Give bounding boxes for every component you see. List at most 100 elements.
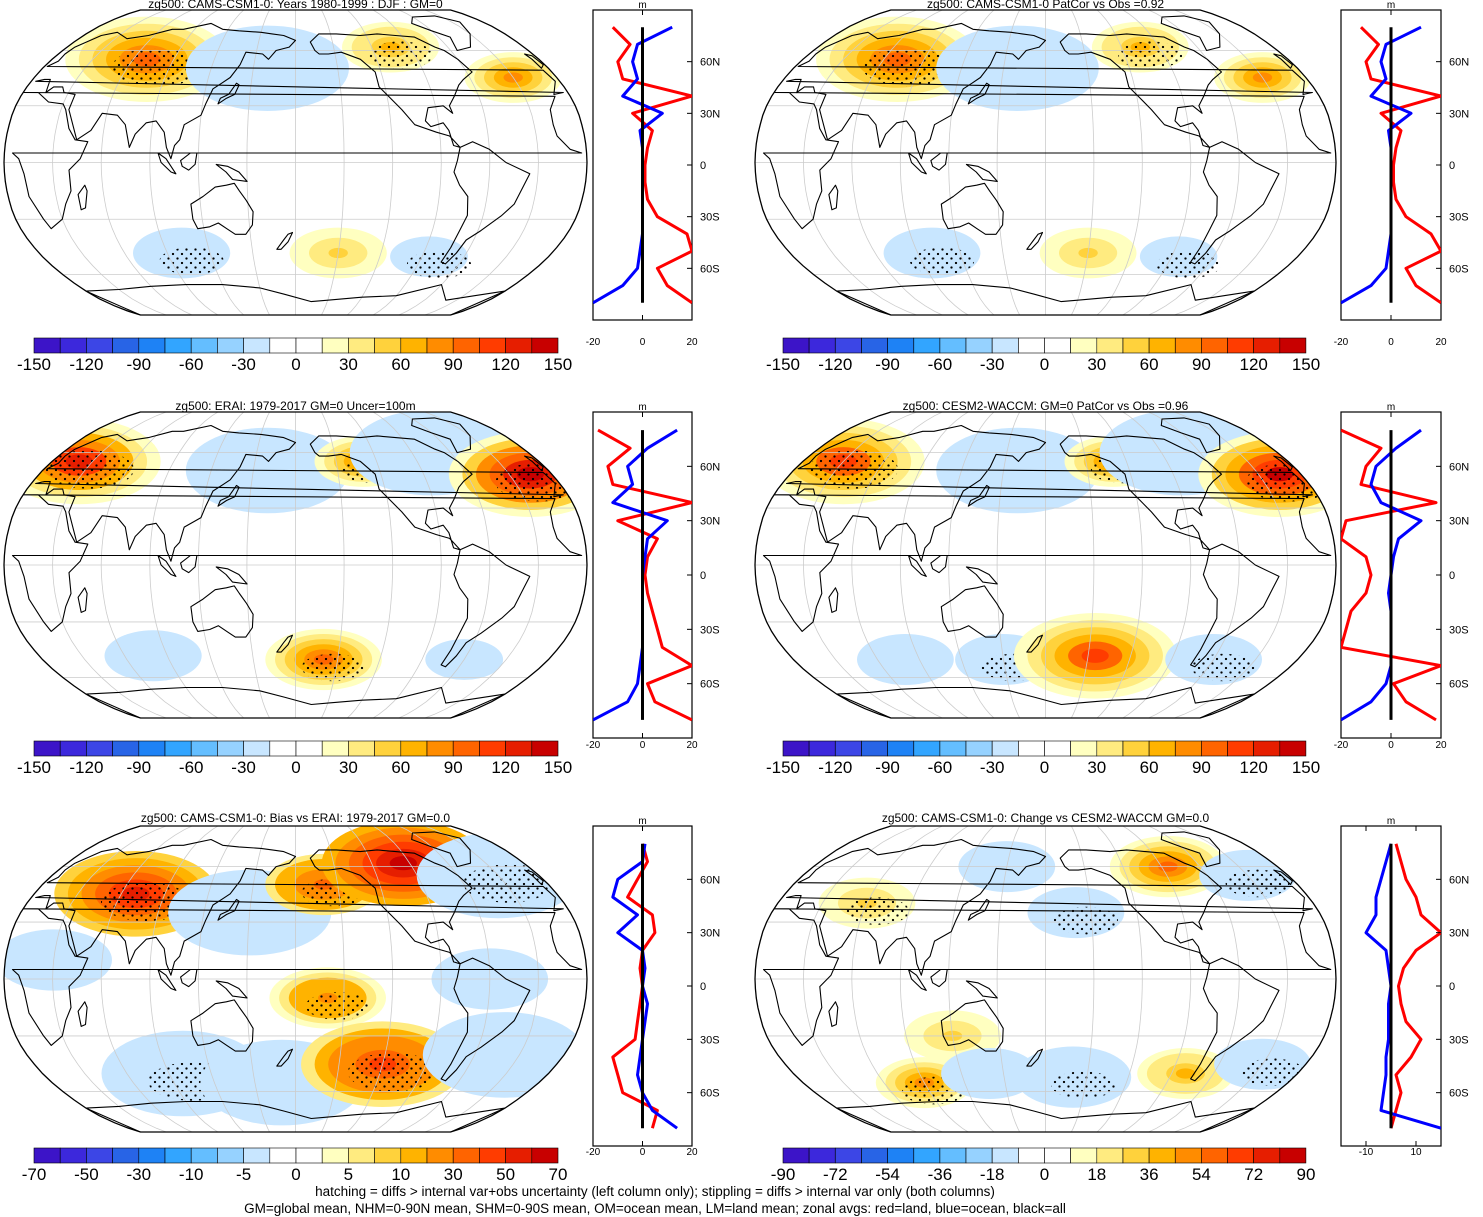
colorbar: -90 -72 -54 -36 -18 0 18 36 54 72 90 xyxy=(771,1147,1315,1184)
stippling xyxy=(1053,906,1118,935)
colorbar-box xyxy=(112,740,140,757)
coast-borneo xyxy=(180,968,198,988)
lat-label: 30N xyxy=(700,516,720,528)
colorbar-label: 0 xyxy=(1040,758,1049,777)
colorbar-box xyxy=(991,740,1019,757)
coast-australia xyxy=(190,999,254,1052)
colorbar-box xyxy=(217,740,244,757)
colorbar-label: 0 xyxy=(291,1165,300,1184)
map xyxy=(4,10,587,315)
map xyxy=(755,826,1336,1132)
graticule xyxy=(755,412,1336,718)
colorbar-box xyxy=(164,337,192,354)
colorbar-label: 90 xyxy=(444,758,463,777)
colorbar-box xyxy=(86,740,113,757)
colorbar-label: -120 xyxy=(818,758,852,777)
colorbar-label: 18 xyxy=(1087,1165,1106,1184)
colorbar-label: -90 xyxy=(127,355,152,374)
coast-madagascar xyxy=(828,587,839,613)
stippling xyxy=(301,653,366,682)
panel-title: zg500: CESM2-WACCM: GM=0 PatCor vs Obs =… xyxy=(903,399,1189,413)
coast-uk xyxy=(1273,455,1293,472)
coast-sumatra xyxy=(157,152,177,175)
colorbar-box xyxy=(887,337,914,354)
colorbar-box xyxy=(808,337,836,354)
lat-label: 60N xyxy=(700,874,720,886)
colorbar-box xyxy=(59,1147,87,1164)
coast-north-america xyxy=(309,435,473,551)
colorbar-box xyxy=(1201,740,1228,757)
colorbar-label: 5 xyxy=(344,1165,353,1184)
coast-madagascar xyxy=(77,587,88,613)
colorbar: -150 -120 -90 -60 -30 0 30 60 90 120 150 xyxy=(17,337,572,374)
colorbar-box xyxy=(1148,740,1176,757)
lat-label: 0 xyxy=(700,570,706,582)
lat-label: 0 xyxy=(1449,160,1455,172)
colorbar-box xyxy=(1044,740,1071,757)
colorbar-box xyxy=(479,337,506,354)
coast-sumatra xyxy=(907,554,927,577)
colorbar-box xyxy=(243,337,271,354)
colorbar-box xyxy=(1227,740,1254,757)
coast-japan xyxy=(217,82,240,105)
lat-label: 60N xyxy=(1449,874,1469,886)
coast-uk xyxy=(524,53,544,69)
panel-p4: zg500: CESM2-WACCM: GM=0 PatCor vs Obs =… xyxy=(754,399,1469,777)
coast-borneo xyxy=(930,554,948,574)
colorbar-box xyxy=(1279,740,1307,757)
colorbar-label: 0 xyxy=(1040,355,1049,374)
colorbar-box xyxy=(965,740,993,757)
value-label: -10 xyxy=(1359,1147,1374,1158)
value-label: 20 xyxy=(686,740,698,751)
lat-label: 30S xyxy=(700,212,720,224)
anomaly-contour xyxy=(490,1047,518,1062)
value-label: 0 xyxy=(1388,337,1394,348)
coast-new-zealand xyxy=(276,634,294,653)
stippling xyxy=(347,1052,438,1092)
lat-label: 30S xyxy=(1449,1034,1469,1046)
coast-antarctica xyxy=(836,284,1255,315)
coastlines xyxy=(11,15,583,315)
colorbar-box xyxy=(426,337,454,354)
colorbar-box xyxy=(426,1147,454,1164)
footer-line-1: hatching = diffs > internal var+obs unce… xyxy=(315,1184,995,1199)
coast-new-zealand xyxy=(276,1048,294,1067)
zonal-profile: m 60N 30N 0 30S 60S -20 0 20 xyxy=(1334,0,1469,348)
coast-australia xyxy=(940,999,1004,1052)
zonal-profile: m 60N 30N 0 30S 60S -10 10 xyxy=(1340,816,1469,1158)
colorbar-box xyxy=(939,337,967,354)
colorbar-label: -60 xyxy=(179,758,204,777)
colorbar-label: -10 xyxy=(179,1165,204,1184)
lat-label: 30N xyxy=(1449,108,1469,120)
lat-label: 0 xyxy=(1449,981,1455,993)
colorbar-label: 30 xyxy=(1087,355,1106,374)
zonal-profile: m 60N 30N 0 30S 60S -20 0 20 xyxy=(586,402,720,751)
colorbar-label: 90 xyxy=(1192,758,1211,777)
lat-label: 30N xyxy=(700,928,720,940)
colorbar-box xyxy=(1279,1147,1307,1164)
value-label: 10 xyxy=(1410,1147,1422,1158)
colorbar-box xyxy=(834,337,862,354)
colorbar-box xyxy=(531,337,559,354)
colorbar-box xyxy=(1122,337,1150,354)
colorbar-label: -150 xyxy=(766,355,800,374)
coast-eurasia xyxy=(35,838,564,976)
colorbar: -150 -120 -90 -60 -30 0 30 60 90 120 150 xyxy=(17,740,572,777)
footer: hatching = diffs > internal var+obs unce… xyxy=(0,1183,1310,1217)
stippling xyxy=(1244,462,1335,502)
colorbar-box xyxy=(33,337,61,354)
colorbar-label: 150 xyxy=(1292,355,1320,374)
colorbar-label: 150 xyxy=(544,355,572,374)
value-label: 20 xyxy=(1435,337,1447,348)
colorbar-box xyxy=(269,1147,297,1164)
colorbar-label: 30 xyxy=(339,355,358,374)
value-label: 20 xyxy=(1435,740,1447,751)
coast-antarctica xyxy=(836,686,1255,718)
coast-borneo xyxy=(180,152,198,171)
colorbar-box xyxy=(531,740,559,757)
coast-japan xyxy=(967,898,990,921)
colorbar-box xyxy=(1227,1147,1254,1164)
colorbar-label: 90 xyxy=(1192,355,1211,374)
coast-borneo xyxy=(180,554,198,574)
